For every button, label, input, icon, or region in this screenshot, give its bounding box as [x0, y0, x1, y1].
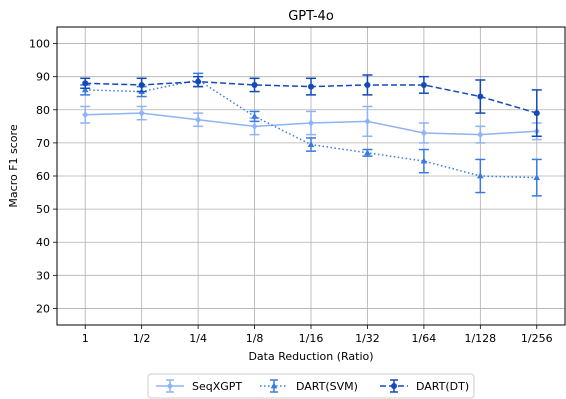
data-point [533, 174, 541, 181]
data-point [364, 81, 371, 88]
y-tick-label: 80 [36, 104, 50, 117]
data-point [82, 80, 89, 87]
data-point [477, 131, 484, 139]
data-point [251, 112, 258, 119]
data-point [420, 81, 427, 88]
data-point [477, 172, 484, 179]
data-point [420, 129, 427, 137]
data-point [82, 111, 89, 119]
chart-title: GPT-4o [288, 9, 334, 24]
data-point [138, 81, 145, 88]
x-axis: 1 1/2 1/4 1/8 1/16 1/32 1/64 1/128 1/256 [82, 325, 553, 345]
y-tick-label: 100 [29, 38, 50, 51]
x-tick-label: 1/128 [464, 332, 496, 345]
data-point [270, 382, 278, 389]
data-point [167, 382, 173, 390]
data-point [391, 383, 397, 389]
y-tick-label: 50 [36, 203, 50, 216]
x-tick-label: 1/4 [189, 332, 207, 345]
legend-label: DART(SVM) [296, 380, 358, 393]
data-point [81, 86, 89, 93]
y-tick-label: 20 [36, 302, 50, 315]
legend-label: SeqXGPT [192, 380, 242, 393]
y-axis: 20 30 40 50 60 70 80 90 100 [29, 38, 57, 315]
y-tick-label: 60 [36, 170, 50, 183]
series-dart-dt [80, 74, 542, 138]
x-tick-label: 1/64 [412, 332, 437, 345]
data-point [251, 81, 258, 88]
data-point [364, 117, 371, 125]
data-point [251, 122, 258, 130]
data-point [195, 78, 202, 85]
y-tick-label: 90 [36, 71, 50, 84]
data-point [364, 149, 371, 156]
series-seqxgpt [80, 105, 542, 144]
x-tick-label: 1/256 [521, 332, 553, 345]
legend: SeqXGPT DART(SVM) DART(DT) [147, 373, 475, 399]
series-layer [80, 72, 542, 197]
legend-item: DART(DT) [380, 379, 469, 393]
data-point [533, 110, 540, 117]
legend-item: SeqXGPT [156, 379, 242, 393]
data-point [138, 109, 145, 117]
legend-item: DART(SVM) [260, 379, 358, 393]
y-tick-label: 30 [36, 269, 50, 282]
data-point [420, 157, 428, 164]
x-tick-label: 1/16 [299, 332, 324, 345]
x-tick-label: 1/2 [133, 332, 151, 345]
legend-label: DART(DT) [416, 380, 469, 393]
data-point [477, 93, 484, 100]
y-tick-label: 40 [36, 236, 50, 249]
data-point [307, 140, 315, 147]
data-point [195, 116, 202, 124]
data-point [308, 83, 314, 90]
x-tick-label: 1/8 [246, 332, 264, 345]
data-point [308, 119, 314, 127]
x-axis-label: Data Reduction (Ratio) [248, 350, 373, 363]
y-axis-label: Macro F1 score [7, 124, 20, 207]
x-tick-label: 1 [82, 332, 89, 345]
y-tick-label: 70 [36, 137, 50, 150]
x-tick-label: 1/32 [355, 332, 380, 345]
